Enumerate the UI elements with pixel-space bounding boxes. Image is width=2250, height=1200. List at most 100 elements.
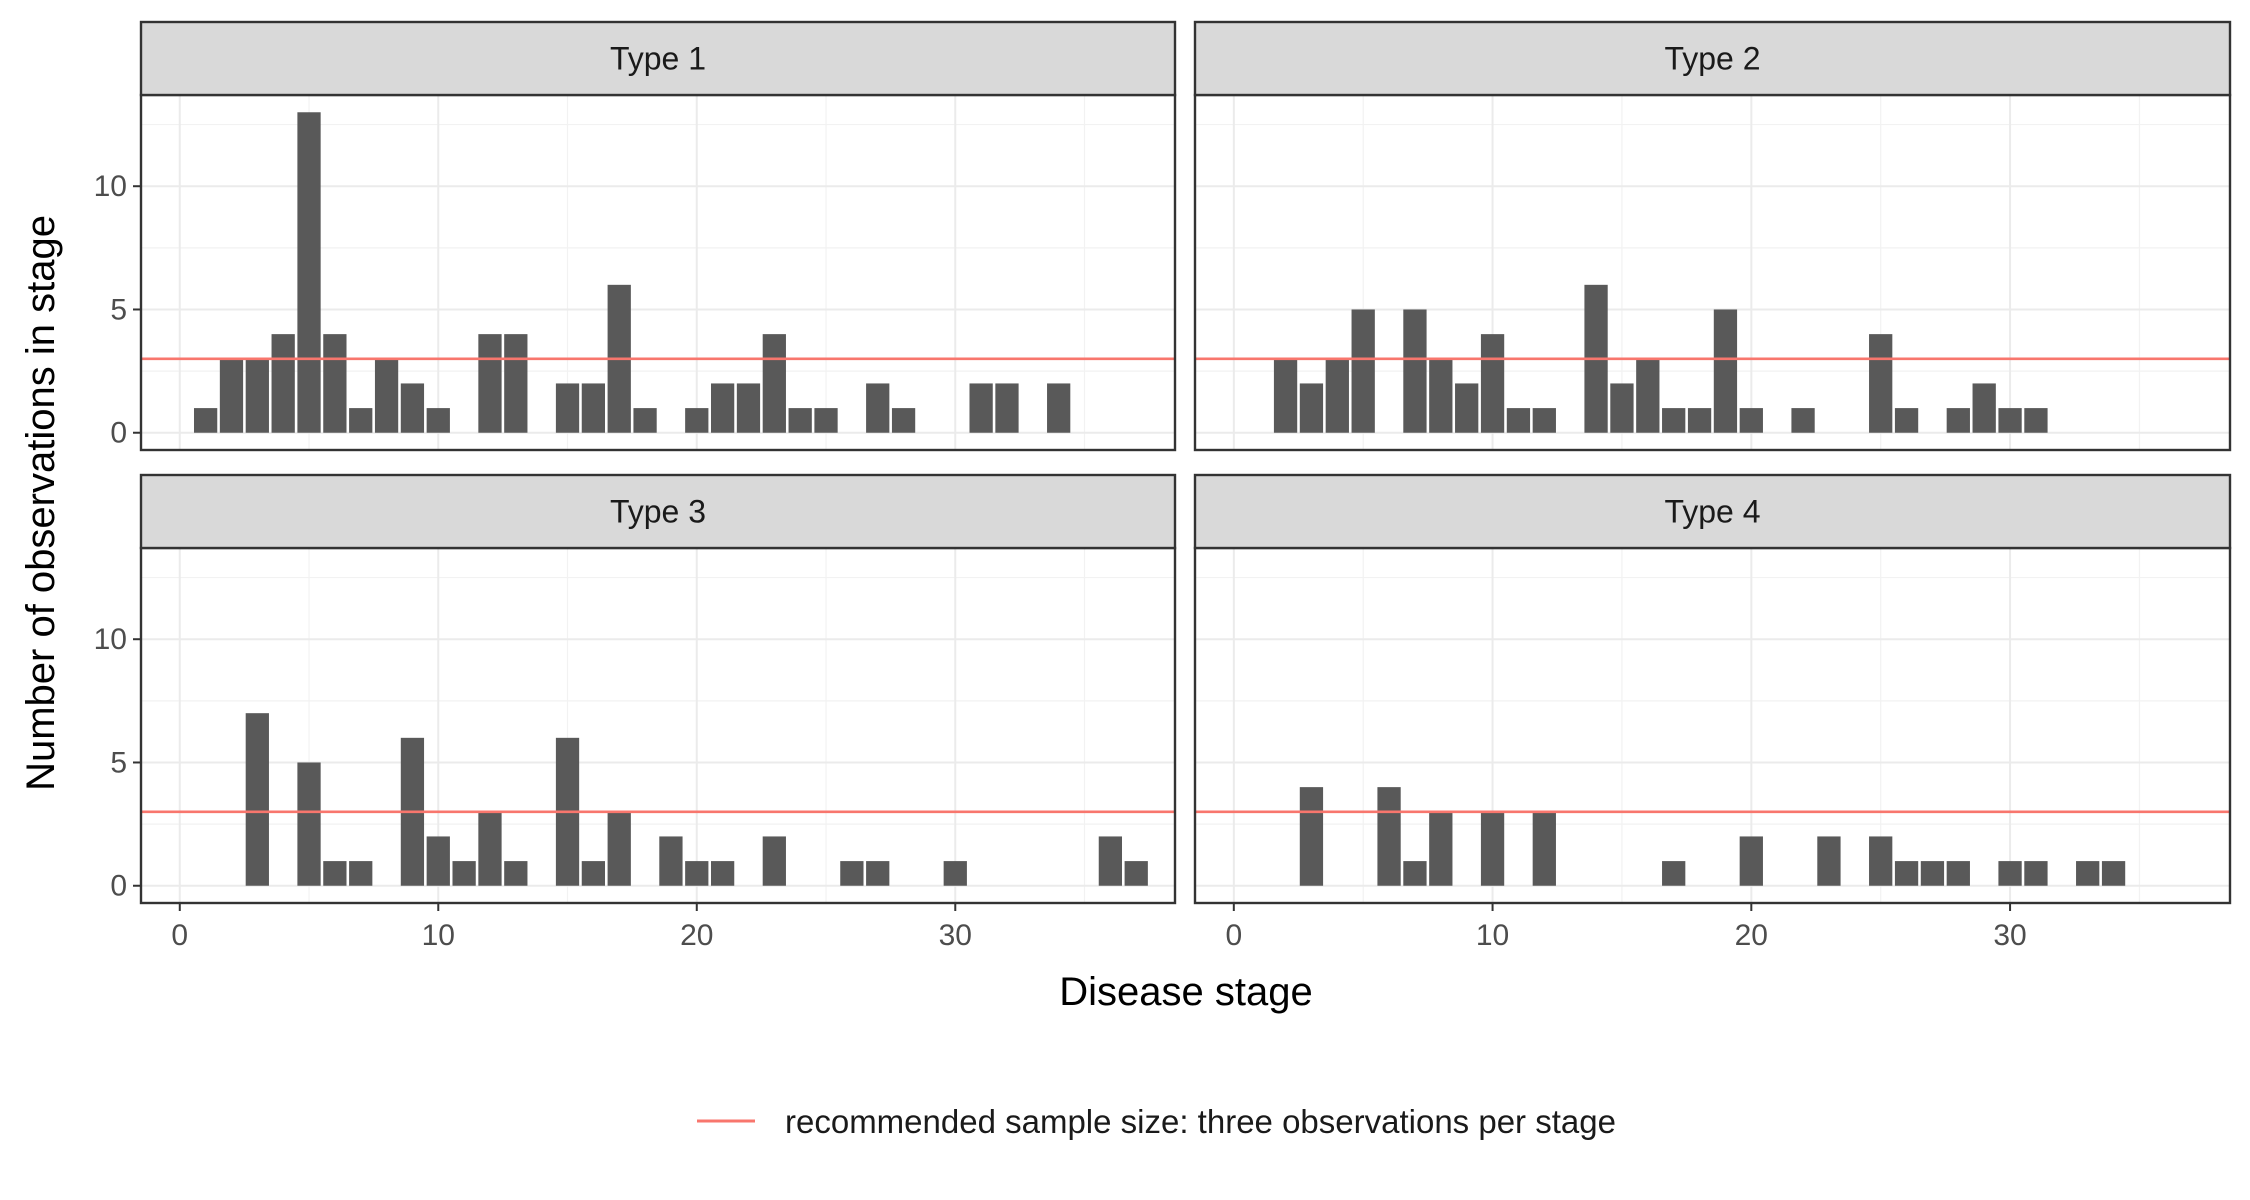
x-tick-label: 30 (1993, 919, 2026, 952)
x-axis-title: Disease stage (1059, 970, 1312, 1014)
bar (788, 408, 812, 433)
bar (1377, 787, 1401, 886)
strip-background (139, 473, 1177, 550)
panel-4: Type 4 (1193, 473, 2232, 905)
bar (866, 383, 890, 433)
bar (349, 408, 373, 433)
bar (1869, 836, 1893, 886)
bar (840, 861, 864, 886)
bar (297, 762, 321, 886)
bar (1480, 334, 1505, 433)
bar (1532, 811, 1556, 886)
bar (1480, 811, 1505, 886)
bar (426, 408, 450, 433)
bar (478, 811, 502, 886)
strip-background (1193, 473, 2232, 550)
bar (1429, 811, 1453, 886)
bar (633, 408, 657, 433)
legend-label: recommended sample size: three observati… (785, 1103, 1616, 1140)
y-tick-label: 5 (110, 293, 127, 326)
bar (1998, 408, 2022, 433)
bar (271, 334, 295, 433)
axes-layer: 0 5 10 0 5 10 0 10 20 30 0 10 20 30 (94, 170, 2027, 952)
y-tick-label: 0 (110, 417, 127, 450)
y-tick-label: 10 (94, 623, 127, 656)
bar (1713, 309, 1738, 433)
bar (478, 334, 502, 433)
bar (1687, 408, 1712, 433)
bar (1636, 358, 1660, 433)
bar (1098, 836, 1123, 886)
bar (1124, 861, 1148, 886)
bar (1506, 408, 1531, 433)
bar (1946, 408, 1970, 433)
bar (581, 861, 606, 886)
bar (995, 383, 1019, 433)
y-tick-label: 0 (110, 870, 127, 903)
bar (2101, 861, 2126, 886)
bar (504, 861, 528, 886)
bar (2076, 861, 2100, 886)
bar (1455, 383, 1479, 433)
bar (219, 358, 244, 433)
x-tick-label: 10 (1476, 919, 1509, 952)
bar (452, 861, 476, 886)
y-tick-label: 5 (110, 746, 127, 779)
bar (1946, 861, 1970, 886)
bar (1662, 408, 1686, 433)
bar (736, 383, 761, 433)
bar (1325, 358, 1349, 433)
strip-label: Type 2 (1664, 41, 1760, 77)
strip-background (139, 20, 1177, 97)
x-tick-label: 20 (680, 919, 713, 952)
bar (504, 334, 528, 433)
panel-3: Type 3 (139, 473, 1177, 905)
bar (323, 861, 347, 886)
bar (297, 112, 321, 433)
bar (685, 408, 709, 433)
bar (762, 836, 786, 886)
bar (245, 358, 269, 433)
panel-background (141, 548, 1175, 903)
bar (374, 358, 399, 433)
bar (1869, 334, 1893, 433)
bar (607, 811, 631, 886)
bar (245, 713, 269, 886)
bar (1532, 408, 1556, 433)
bar (1429, 358, 1453, 433)
panel-background (141, 95, 1175, 450)
x-tick-label: 10 (422, 919, 455, 952)
panel-2: Type 2 (1193, 20, 2232, 452)
bar (323, 334, 347, 433)
bar (1610, 383, 1634, 433)
bar (555, 383, 580, 433)
bar (400, 383, 425, 433)
bar (891, 408, 916, 433)
y-axis-title: Number of observations in stage (19, 215, 63, 791)
bar (1972, 383, 1996, 433)
bar (1739, 408, 1763, 433)
bar (762, 334, 786, 433)
bar (1273, 358, 1298, 433)
legend: recommended sample size: three observati… (697, 1103, 1616, 1140)
bar (943, 861, 967, 886)
bar (1791, 408, 1815, 433)
bar (1403, 861, 1427, 886)
x-tick-label: 0 (1225, 919, 1242, 952)
bar (2024, 861, 2048, 886)
panel-1: Type 1 (139, 20, 1177, 452)
bar (814, 408, 838, 433)
bar (193, 408, 218, 433)
strip-background (1193, 20, 2232, 97)
bar (1894, 861, 1919, 886)
panel-background (1195, 548, 2230, 903)
strip-label: Type 3 (610, 494, 706, 530)
bar (426, 836, 450, 886)
y-tick-label: 10 (94, 170, 127, 203)
bar (1920, 861, 1945, 886)
bar (2024, 408, 2048, 433)
bar (969, 383, 993, 433)
bar (1351, 309, 1375, 433)
x-tick-label: 30 (939, 919, 972, 952)
